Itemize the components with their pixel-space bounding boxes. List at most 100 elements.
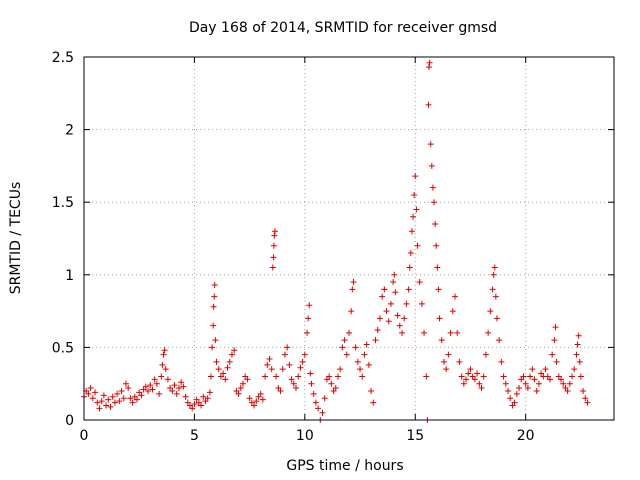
x-tick-label: 20	[517, 428, 535, 444]
data-point	[551, 337, 558, 344]
y-tick-label: 0.5	[52, 340, 74, 356]
data-point	[222, 376, 229, 383]
data-point	[206, 389, 213, 396]
data-point	[297, 364, 304, 371]
data-point	[454, 329, 461, 336]
data-point	[535, 380, 542, 387]
data-point	[220, 370, 227, 377]
data-point	[376, 315, 383, 322]
data-point	[134, 396, 140, 403]
data-point	[228, 351, 235, 358]
data-point	[425, 64, 432, 71]
data-point	[465, 370, 472, 377]
data-point	[493, 315, 500, 322]
grid-lines	[84, 57, 614, 420]
data-point	[531, 376, 538, 383]
data-point	[244, 376, 251, 383]
y-tick-label: 1.5	[52, 195, 74, 211]
data-point	[463, 376, 470, 383]
data-point	[270, 254, 277, 261]
data-point	[478, 385, 485, 392]
data-point	[401, 315, 408, 322]
data-point	[399, 329, 405, 336]
data-point	[516, 385, 523, 392]
data-point	[94, 399, 101, 406]
data-point	[502, 380, 509, 387]
data-point	[284, 344, 291, 351]
data-point	[178, 379, 185, 386]
y-tick-label: 0	[65, 413, 74, 429]
data-point	[107, 403, 114, 410]
data-point	[253, 398, 260, 405]
data-point	[434, 264, 441, 271]
data-point	[268, 366, 275, 373]
data-point	[153, 380, 160, 387]
data-point	[381, 286, 388, 293]
data-point	[269, 264, 276, 271]
data-point	[237, 385, 244, 392]
data-point	[182, 393, 189, 400]
data-point	[447, 329, 454, 336]
data-point	[109, 393, 116, 400]
data-point	[210, 303, 217, 310]
data-point	[352, 344, 359, 351]
data-point	[210, 322, 217, 329]
data-point	[200, 393, 207, 400]
data-point	[171, 382, 178, 389]
data-point	[257, 390, 264, 397]
data-point	[114, 390, 121, 397]
data-point	[149, 386, 156, 393]
data-point	[412, 173, 419, 180]
x-tick-label: 5	[190, 428, 199, 444]
data-point	[224, 364, 231, 371]
data-point	[445, 351, 452, 358]
data-point	[341, 337, 348, 344]
data-point	[480, 373, 487, 380]
data-point	[259, 396, 266, 403]
data-point	[348, 308, 355, 315]
data-point	[571, 366, 578, 373]
data-point	[405, 286, 412, 293]
data-point	[87, 385, 94, 392]
data-point	[490, 271, 497, 278]
data-point	[213, 358, 220, 365]
data-point	[438, 337, 445, 344]
data-point	[350, 279, 357, 286]
data-point	[429, 184, 436, 191]
data-point	[520, 373, 527, 380]
data-point	[435, 286, 442, 293]
data-point	[391, 271, 398, 278]
data-point	[474, 370, 481, 377]
data-point	[370, 399, 377, 406]
x-tick-label: 10	[296, 428, 314, 444]
data-point	[272, 228, 279, 235]
data-point	[209, 344, 216, 351]
data-point	[138, 392, 145, 399]
data-point	[212, 337, 219, 344]
data-point	[529, 366, 536, 373]
data-point	[159, 361, 166, 368]
data-point	[387, 300, 394, 307]
data-point	[546, 376, 553, 383]
data-point	[416, 279, 423, 286]
data-point	[421, 329, 428, 336]
data-point	[301, 351, 308, 358]
data-point	[290, 380, 297, 387]
data-point	[553, 358, 560, 365]
data-point	[522, 380, 529, 387]
data-point	[406, 264, 413, 271]
data-point	[120, 395, 127, 402]
data-point	[96, 405, 103, 412]
data-point	[460, 380, 467, 387]
data-point	[569, 373, 576, 380]
data-point	[487, 308, 494, 315]
data-point	[346, 329, 352, 336]
data-point	[394, 312, 401, 319]
data-point	[175, 385, 182, 392]
data-point	[173, 390, 180, 397]
data-point	[374, 326, 381, 333]
data-point	[505, 387, 511, 394]
data-point	[246, 395, 253, 402]
y-tick-label: 1	[65, 268, 74, 284]
